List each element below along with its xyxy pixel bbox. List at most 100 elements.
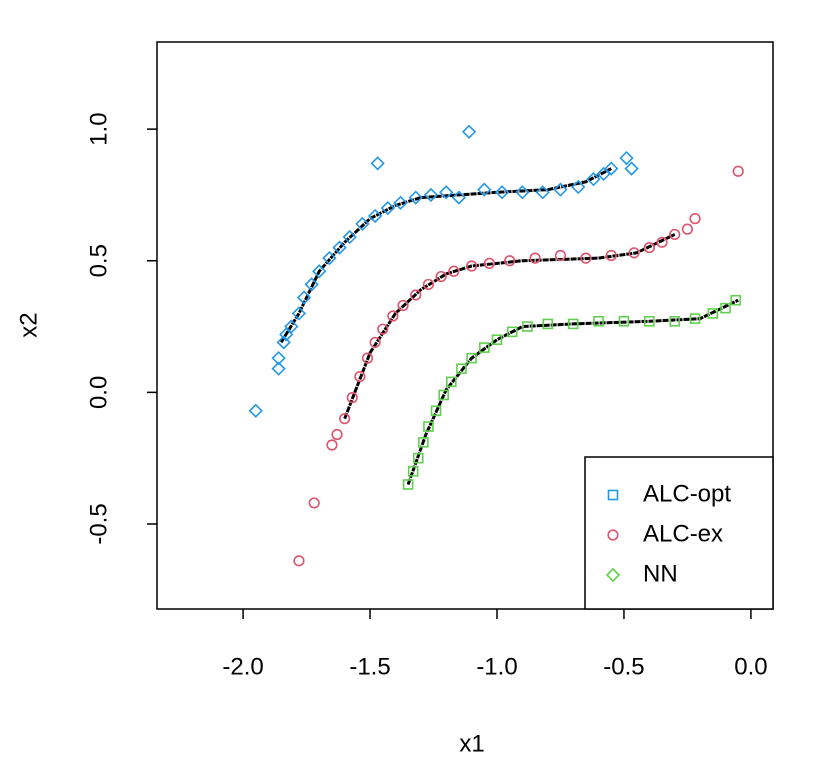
point: [407, 466, 419, 477]
legend-box: [584, 456, 774, 610]
point: [332, 240, 347, 255]
y-axis-label: x2: [15, 312, 42, 337]
x-tick-label: 0.0: [734, 653, 767, 680]
point: [438, 389, 449, 401]
legend-label: ALC-ex: [643, 520, 723, 547]
point: [466, 260, 478, 272]
point: [369, 336, 381, 348]
point: [439, 185, 454, 200]
point: [271, 361, 286, 376]
point: [430, 405, 442, 417]
point: [248, 403, 263, 418]
point: [643, 241, 655, 254]
point: [367, 208, 383, 224]
fitted-curve: [343, 233, 676, 420]
legend-label: NN: [643, 560, 678, 587]
point: [554, 249, 567, 262]
point: [308, 497, 320, 509]
point: [276, 335, 291, 350]
point: [322, 250, 337, 266]
point: [542, 318, 554, 330]
point: [732, 165, 744, 177]
point: [506, 326, 518, 338]
point: [624, 161, 639, 176]
point: [529, 252, 541, 264]
point: [397, 299, 409, 312]
point: [271, 351, 286, 366]
point: [586, 172, 601, 187]
x-tick-label: -1.0: [476, 653, 517, 680]
point: [605, 249, 617, 262]
y-tick-label: -0.5: [85, 503, 112, 544]
point: [346, 392, 358, 404]
point: [387, 310, 399, 322]
point: [412, 452, 424, 464]
point: [604, 161, 619, 176]
point: [312, 264, 327, 279]
point: [445, 376, 457, 388]
point: [293, 555, 305, 567]
x-tick-label: -2.0: [222, 653, 263, 680]
fitted-curve: [279, 167, 612, 344]
y-tick-label: 0.5: [85, 244, 112, 277]
point: [435, 270, 447, 283]
point: [402, 479, 414, 490]
point: [656, 236, 668, 248]
point: [339, 413, 351, 425]
point: [291, 306, 307, 321]
point: [418, 437, 429, 448]
point: [361, 352, 374, 364]
x-tick-label: -1.5: [349, 653, 390, 680]
point: [461, 124, 477, 139]
point: [553, 182, 568, 197]
point: [689, 213, 701, 225]
point: [451, 190, 467, 205]
point: [408, 190, 423, 205]
plot-frame: [156, 41, 774, 610]
point: [515, 185, 530, 200]
legend-label: ALC-opt: [643, 480, 731, 507]
point: [504, 255, 516, 267]
point: [522, 321, 533, 332]
point: [370, 156, 385, 171]
point: [466, 352, 477, 364]
point: [380, 200, 395, 216]
point: [628, 247, 640, 259]
point: [448, 265, 460, 277]
point: [456, 363, 467, 374]
point: [423, 187, 439, 203]
legend-marker: [607, 489, 619, 501]
point: [535, 185, 550, 200]
point: [720, 302, 731, 314]
y-tick-label: 1.0: [85, 112, 112, 145]
point: [483, 257, 495, 269]
point: [571, 179, 586, 195]
y-tick-label: 0.0: [85, 376, 112, 409]
point: [331, 428, 343, 441]
point: [478, 342, 490, 353]
point: [393, 195, 408, 210]
point: [377, 323, 389, 335]
point: [423, 421, 434, 432]
point: [354, 370, 366, 383]
point: [304, 277, 319, 292]
point: [491, 334, 503, 346]
point: [593, 315, 604, 327]
point: [669, 228, 681, 241]
point: [296, 290, 312, 305]
point: [342, 229, 357, 245]
fitted-curve: [406, 298, 739, 485]
point: [284, 319, 299, 334]
x-axis-label: x1: [459, 730, 484, 757]
point: [689, 313, 701, 324]
point: [730, 294, 741, 306]
point: [618, 315, 630, 327]
point: [619, 150, 634, 166]
point: [681, 223, 694, 235]
legend-marker: [607, 529, 619, 541]
point: [580, 252, 592, 264]
point: [355, 216, 370, 232]
point: [477, 182, 492, 197]
legend-marker: [605, 567, 621, 583]
